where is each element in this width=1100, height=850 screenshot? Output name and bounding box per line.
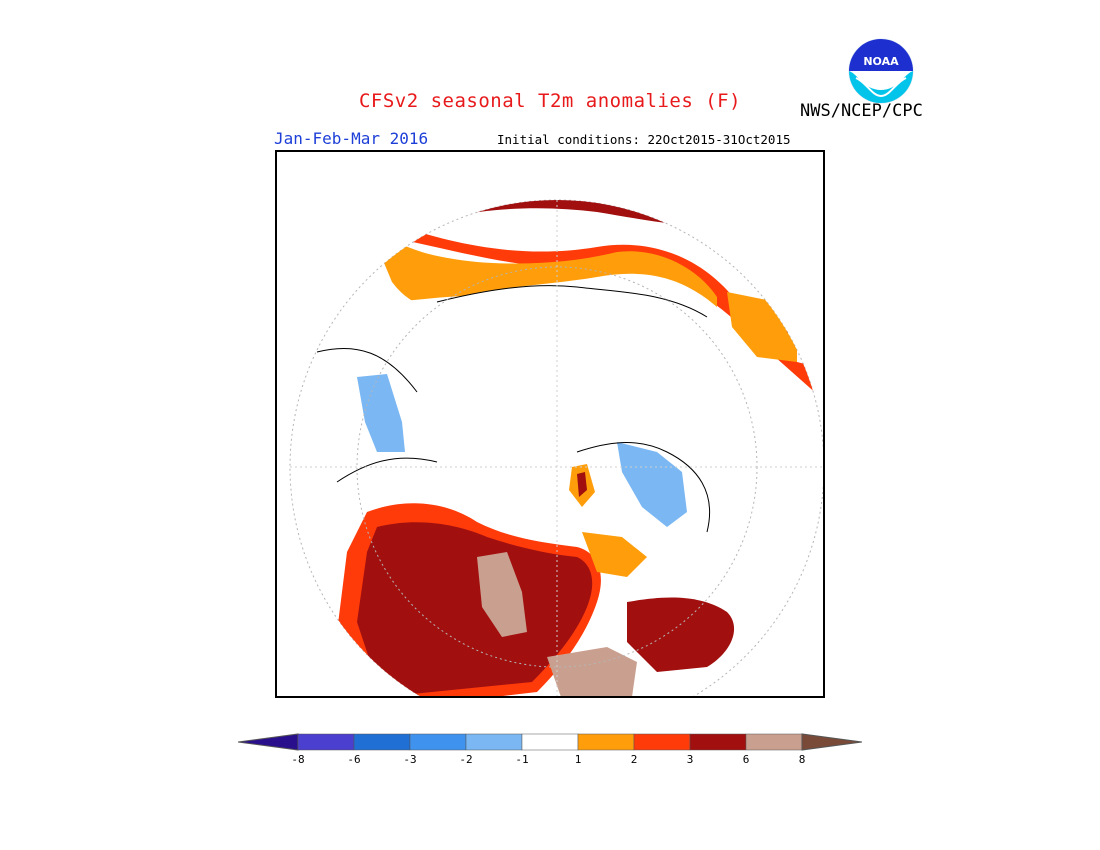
colorbar-segment xyxy=(521,733,579,751)
noaa-logo-icon: NOAA xyxy=(848,38,914,104)
meridian-lines xyxy=(290,200,823,696)
anomaly-colorbar xyxy=(238,733,862,751)
colorbar-tick-label: 3 xyxy=(686,753,694,766)
anomaly-patch-minus1f-europe xyxy=(617,442,687,527)
anomaly-region-canada-6f xyxy=(357,522,593,696)
colorbar-segment xyxy=(297,733,355,751)
colorbar-tick-label: -3 xyxy=(403,753,417,766)
latitude-circle xyxy=(356,266,758,668)
anomaly-patch-8f-canada xyxy=(477,552,527,637)
anomaly-region-greenland-6f xyxy=(627,597,735,672)
colorbar-arrow-high xyxy=(801,733,862,751)
season-label: Jan-Feb-Mar 2016 xyxy=(274,129,429,148)
anomaly-band-asia-2f xyxy=(367,222,717,307)
colorbar-segment xyxy=(577,733,635,751)
coastline xyxy=(316,285,711,533)
map-title: CFSv2 seasonal T2m anomalies (F) xyxy=(358,90,742,112)
colorbar-segment xyxy=(633,733,691,751)
colorbar-segment xyxy=(465,733,523,751)
colorbar-tick-label: -6 xyxy=(347,753,361,766)
anomaly-patch-8f-south xyxy=(547,647,637,696)
colorbar-segment xyxy=(353,733,411,751)
anomaly-patch-minus1f-west xyxy=(357,374,405,452)
colorbar-segment xyxy=(409,733,467,751)
initial-conditions-label: Initial conditions: 22Oct2015-31Oct2015 xyxy=(497,132,791,147)
colorbar-tick-label: 8 xyxy=(798,753,806,766)
neutral-region xyxy=(356,294,738,506)
map-panel xyxy=(275,150,825,698)
polar-map xyxy=(289,199,823,696)
anomaly-patch-scandinavia-6f xyxy=(577,472,587,497)
colorbar-tick-label: 1 xyxy=(574,753,582,766)
colorbar-segment xyxy=(745,733,803,751)
colorbar-tick-label: 6 xyxy=(742,753,750,766)
colorbar-tick-label: -8 xyxy=(291,753,305,766)
anomaly-patch-north-atlantic xyxy=(582,532,647,577)
noaa-logo-text: NOAA xyxy=(863,55,899,68)
colorbar-tick-label: -2 xyxy=(459,753,473,766)
colorbar-tick-label: 2 xyxy=(630,753,638,766)
agency-label: NWS/NCEP/CPC xyxy=(800,101,923,121)
colorbar-tick-label: -1 xyxy=(515,753,529,766)
colorbar-arrow-low xyxy=(238,733,299,751)
colorbar-segment xyxy=(689,733,747,751)
